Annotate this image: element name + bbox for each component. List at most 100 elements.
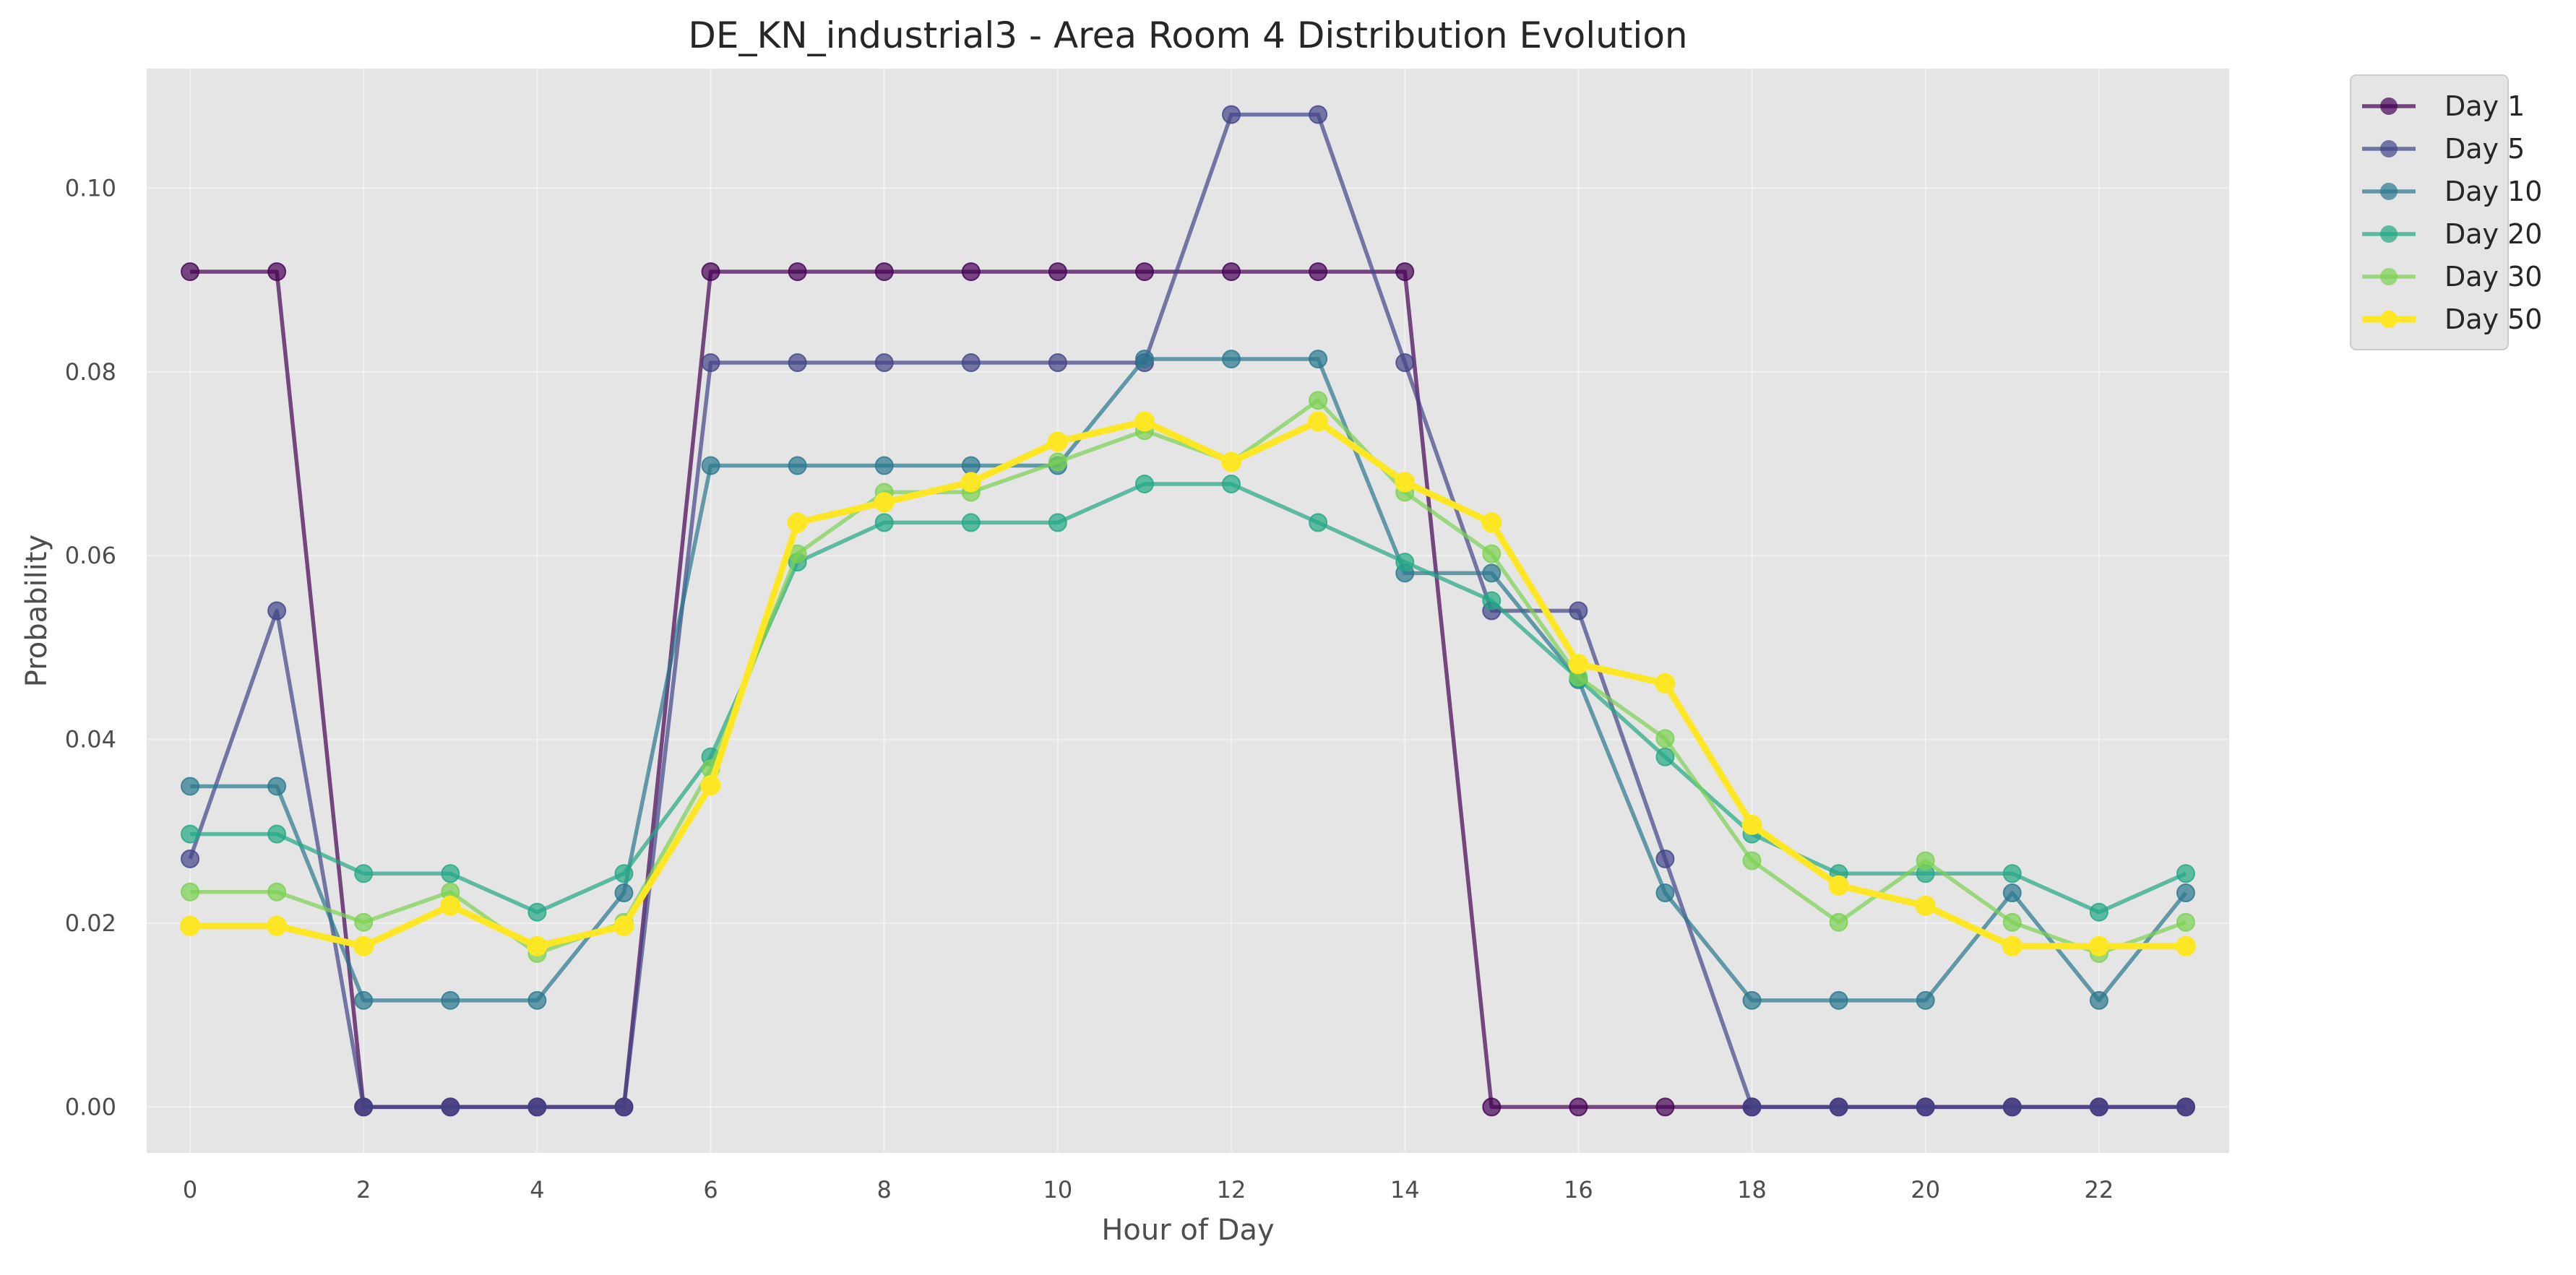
data-point xyxy=(1134,474,1154,493)
data-point xyxy=(1482,563,1502,583)
data-point xyxy=(1309,262,1328,282)
plot-background xyxy=(147,69,2229,1153)
data-point xyxy=(1395,262,1415,282)
data-point xyxy=(874,262,894,282)
data-point xyxy=(527,990,547,1010)
data-point xyxy=(354,864,374,883)
data-point xyxy=(2002,935,2023,956)
data-point xyxy=(1655,747,1675,766)
chart-title: DE_KN_industrial3 - Area Room 4 Distribu… xyxy=(688,14,1687,56)
data-point xyxy=(1309,513,1328,532)
data-point xyxy=(1829,990,1848,1010)
data-point xyxy=(1568,654,1589,675)
y-axis-title: Probability xyxy=(20,535,53,687)
data-point xyxy=(2002,1097,2022,1117)
legend-item: Day 30 xyxy=(2362,261,2542,293)
legend-item: Day 1 xyxy=(2362,90,2525,122)
y-tick-label: 0.04 xyxy=(65,726,116,753)
x-tick-label: 2 xyxy=(356,1176,371,1203)
x-tick-label: 0 xyxy=(183,1176,197,1203)
data-point xyxy=(701,456,720,475)
y-tick-label: 0.08 xyxy=(65,358,116,386)
data-point xyxy=(441,990,460,1010)
data-point xyxy=(353,935,374,956)
data-point xyxy=(267,915,288,936)
data-point xyxy=(874,492,895,513)
data-point xyxy=(267,824,287,844)
data-point xyxy=(1482,591,1502,610)
data-point xyxy=(788,353,807,373)
legend-label: Day 30 xyxy=(2444,261,2542,293)
data-point xyxy=(1048,353,1067,373)
y-tick-label: 0.02 xyxy=(65,909,116,937)
data-point xyxy=(614,1097,634,1117)
data-point xyxy=(267,882,287,902)
data-point xyxy=(2089,990,2108,1010)
data-point xyxy=(267,262,287,282)
data-point xyxy=(1309,105,1328,124)
data-point xyxy=(787,512,808,533)
legend-marker xyxy=(2380,311,2398,328)
x-tick-label: 10 xyxy=(1043,1176,1073,1203)
data-point xyxy=(527,902,547,922)
legend-marker xyxy=(2380,268,2398,285)
y-tick-label: 0.10 xyxy=(65,174,116,202)
legend-item: Day 50 xyxy=(2362,303,2542,335)
data-point xyxy=(1134,411,1155,432)
data-point xyxy=(527,1097,547,1117)
data-point xyxy=(1048,262,1067,282)
legend-marker xyxy=(2380,140,2398,157)
data-point xyxy=(441,1097,460,1117)
x-tick-label: 22 xyxy=(2085,1176,2114,1203)
data-point xyxy=(1048,452,1067,472)
series-line xyxy=(190,482,2187,915)
data-point xyxy=(1655,849,1675,868)
x-tick-label: 20 xyxy=(1911,1176,1940,1203)
data-point xyxy=(961,353,981,373)
data-point xyxy=(527,935,548,956)
data-point xyxy=(1395,553,1415,572)
series-line xyxy=(190,357,2188,1003)
data-point xyxy=(2089,1097,2108,1117)
x-tick-label: 6 xyxy=(703,1176,718,1203)
data-point xyxy=(1482,544,1502,563)
axes: 0 2 4 6 8 10 12 14 16 18 20 22 0.00 0.02 0.04 0.06 0.08 0… xyxy=(65,174,2114,1203)
data-point xyxy=(440,895,461,916)
data-point xyxy=(874,456,894,475)
x-tick-label: 14 xyxy=(1390,1176,1420,1203)
data-point xyxy=(1828,875,1849,896)
data-point xyxy=(181,882,200,902)
data-point xyxy=(2176,1097,2195,1117)
data-point xyxy=(1395,353,1415,373)
data-point xyxy=(614,864,634,883)
data-point xyxy=(1741,814,1762,835)
data-point xyxy=(961,456,981,475)
data-point xyxy=(1569,601,1588,621)
data-point xyxy=(1916,990,1935,1010)
x-tick-label: 8 xyxy=(877,1176,892,1203)
data-point xyxy=(1482,1097,1502,1117)
data-point xyxy=(1742,990,1762,1010)
data-point xyxy=(1308,411,1329,432)
x-tick-label: 12 xyxy=(1217,1176,1246,1203)
data-point xyxy=(181,824,200,844)
data-point xyxy=(700,775,721,796)
data-point xyxy=(701,262,720,282)
data-point xyxy=(1829,1097,1848,1117)
data-point xyxy=(1655,673,1676,693)
data-point xyxy=(354,990,374,1010)
data-point xyxy=(961,513,981,532)
data-point xyxy=(1309,391,1328,410)
data-point xyxy=(1047,431,1068,452)
legend-item: Day 10 xyxy=(2362,176,2542,207)
legend-label: Day 50 xyxy=(2444,303,2542,335)
data-point xyxy=(1915,895,1936,916)
data-point xyxy=(1916,851,1935,870)
data-point xyxy=(1742,1097,1762,1117)
data-point xyxy=(1134,349,1154,368)
x-tick-label: 18 xyxy=(1737,1176,1767,1203)
data-point xyxy=(874,353,894,373)
x-tick-label: 4 xyxy=(530,1176,544,1203)
data-point xyxy=(441,864,460,883)
